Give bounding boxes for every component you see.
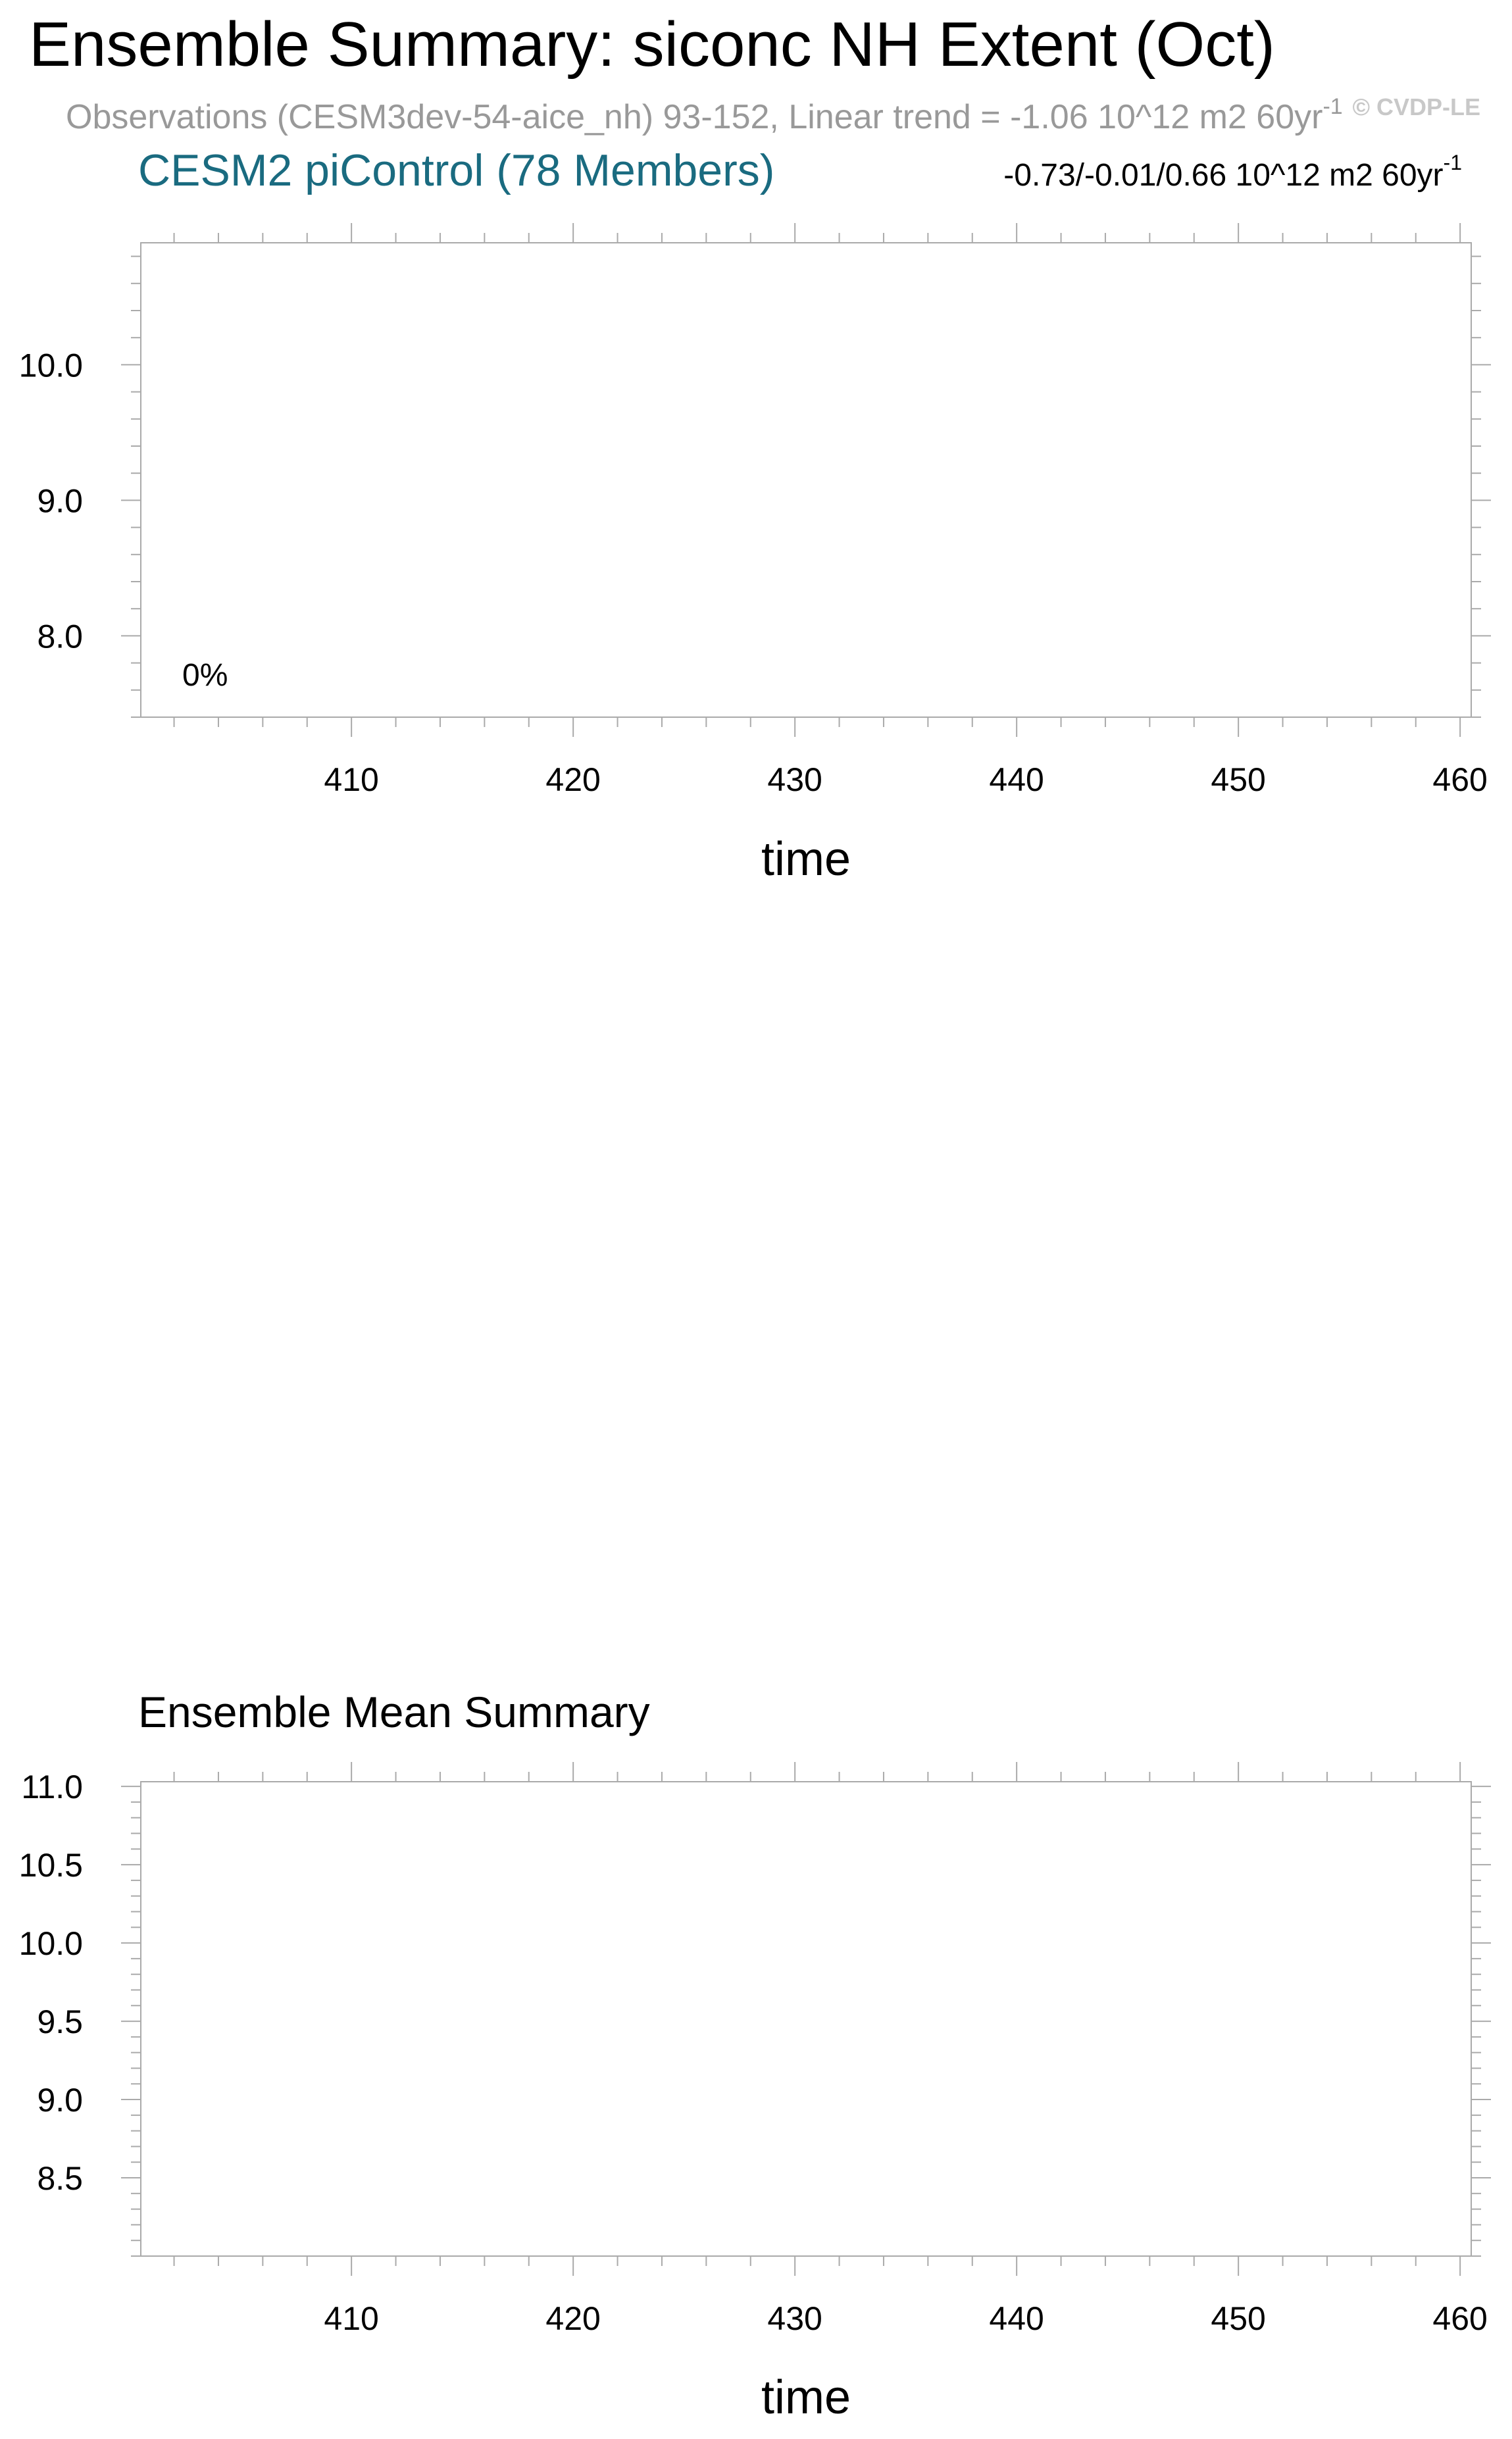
panel1-x-tick-label: 440 (989, 761, 1044, 798)
panel1-x-axis-label: time (761, 833, 851, 886)
ensemble-members-panel: 410 420 430 440 450 460 8.0 9.0 10.0 0% time (19, 223, 1491, 886)
panel2-title: Ensemble Mean Summary (138, 1688, 650, 1736)
panel2-y-tick-label: 11.0 (21, 1769, 83, 1805)
panel1-x-tick-label: 430 (767, 761, 822, 798)
panel1-trend-range: -0.73/-0.01/0.66 10^12 m2 60yr-1 (1003, 151, 1462, 193)
panel1-y-tick-label: 8.0 (37, 618, 83, 655)
panel2-x-tick-label: 410 (324, 2300, 378, 2337)
panel2-y-tick-label: 8.5 (37, 2160, 83, 2197)
panel2-x-axis-label: time (761, 2371, 851, 2424)
trend-range-superscript: -1 (1444, 151, 1462, 174)
panel2-x-tick-labels: 410 420 430 440 450 460 (324, 2300, 1487, 2337)
panel1-y-tick-label: 9.0 (37, 482, 83, 519)
panel2-x-tick-label: 430 (767, 2300, 822, 2337)
panel2-x-tick-label: 460 (1432, 2300, 1487, 2337)
panel2-plot-frame (140, 1781, 1472, 2257)
figure-title: Ensemble Summary: siconc NH Extent (Oct) (29, 9, 1275, 80)
panel1-y-tick-labels: 8.0 9.0 10.0 (19, 347, 83, 655)
panel1-x-tick-label: 450 (1211, 761, 1265, 798)
panel1-x-tick-label: 420 (545, 761, 600, 798)
panel2-x-tick-label: 440 (989, 2300, 1044, 2337)
trend-range-main: -0.73/-0.01/0.66 10^12 m2 60yr (1003, 158, 1443, 193)
panel2-ticks (121, 1762, 1491, 2276)
subtitle-main: Observations (CESM3dev-54-aice_nh) 93-15… (66, 98, 1323, 136)
panel1-model-title: CESM2 piControl (78 Members) (138, 145, 774, 195)
panel2-y-tick-label: 10.5 (19, 1847, 83, 1884)
panel1-ticks (121, 223, 1491, 737)
watermark: © CVDP-LE (1352, 93, 1480, 120)
panel1-x-tick-label: 460 (1432, 761, 1487, 798)
panel2-y-tick-label: 9.0 (37, 2082, 83, 2119)
panel1-x-tick-label: 410 (324, 761, 378, 798)
panel2-y-tick-labels: 8.5 9.0 9.5 10.0 10.5 11.0 (19, 1769, 83, 2197)
figure-subtitle: Observations (CESM3dev-54-aice_nh) 93-15… (66, 94, 1343, 136)
subtitle-superscript: -1 (1323, 94, 1342, 119)
panel1-y-tick-label: 10.0 (19, 347, 83, 384)
panel2-y-tick-label: 9.5 (37, 2003, 83, 2040)
ensemble-mean-panel: 410 420 430 440 450 460 8.5 9.0 9.5 10.0 10.5 11.0… (19, 1762, 1491, 2424)
panel1-x-tick-labels: 410 420 430 440 450 460 (324, 761, 1487, 798)
panel2-y-tick-label: 10.0 (19, 1925, 83, 1962)
panel1-plot-frame (140, 242, 1472, 718)
panel2-x-tick-label: 450 (1211, 2300, 1265, 2337)
panel2-x-tick-label: 420 (545, 2300, 600, 2337)
panel1-annotation: 0% (182, 658, 228, 693)
